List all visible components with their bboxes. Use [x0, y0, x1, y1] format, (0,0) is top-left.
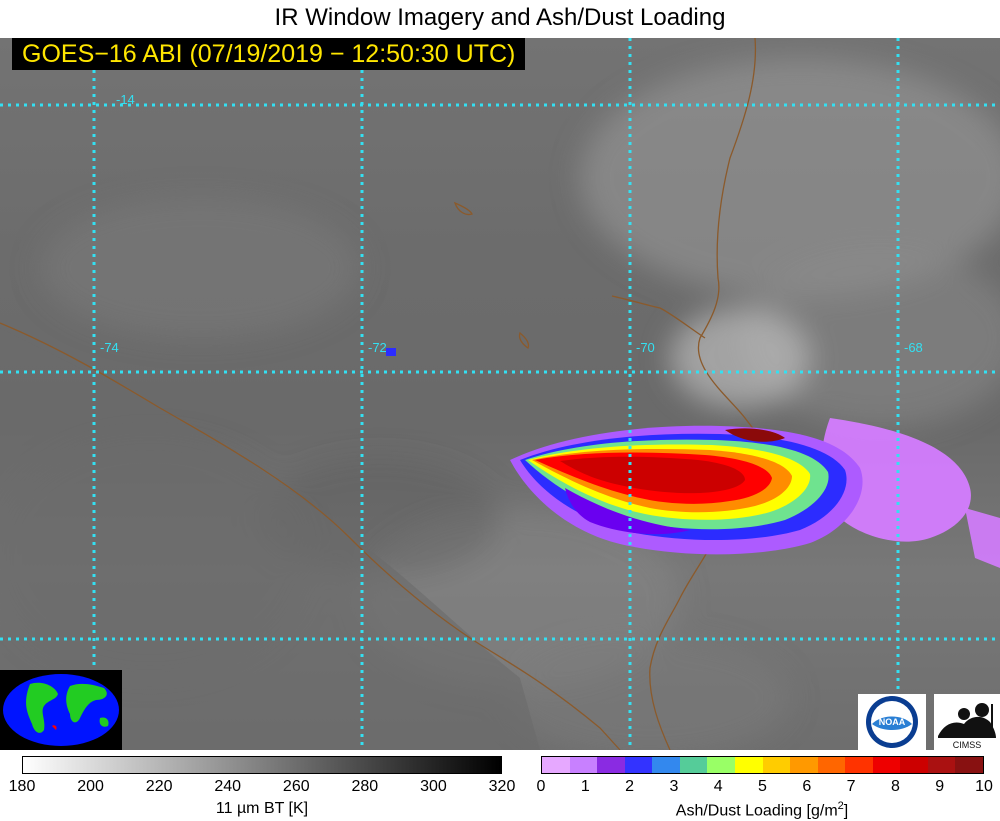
svg-text:CIMSS: CIMSS: [953, 740, 982, 750]
ash-colorbar-swatch: [817, 757, 846, 773]
ash-colorbar-swatch: [569, 757, 598, 773]
ash-colorbar-swatch: [542, 757, 570, 773]
ir-tick-label: 260: [282, 778, 310, 795]
ash-colorbar: [541, 756, 984, 774]
lon-label: -70: [636, 340, 655, 355]
ash-colorbar-swatch: [955, 757, 983, 773]
ash-colorbar-swatch: [762, 757, 791, 773]
lon-label: -68: [904, 340, 923, 355]
noaa-logo-icon: NOAA: [858, 694, 926, 750]
ash-tick-label: 0: [536, 778, 546, 795]
lat-label: -14: [116, 92, 135, 107]
ash-tick-label: 2: [625, 778, 635, 795]
ir-tick-label: 200: [77, 778, 104, 795]
svg-text:NOAA: NOAA: [879, 717, 906, 727]
graticule: [0, 38, 1000, 750]
ir-tick-label: 220: [145, 778, 173, 795]
ash-tick-label: 1: [580, 778, 590, 795]
ir-colorbar-label: 11 µm BT [K]: [215, 800, 309, 817]
ash-tick-label: 6: [802, 778, 812, 795]
ir-colorbar: [22, 756, 502, 774]
ash-colorbar-swatch: [679, 757, 708, 773]
ash-colorbar-swatch: [872, 757, 901, 773]
ash-tick-label: 4: [713, 778, 723, 795]
satellite-map: -14 -74 -72 -70 -68 GOES−16 ABI (07/19/2…: [0, 38, 1000, 750]
ash-colorbar-swatch: [707, 757, 735, 773]
ir-tick-label: 320: [488, 778, 516, 795]
ash-colorbar-swatch: [790, 757, 818, 773]
ash-plume: [510, 418, 1000, 568]
ir-tick-label: 280: [351, 778, 379, 795]
ir-tick-label: 300: [420, 778, 447, 795]
ash-tick-label: 3: [669, 778, 679, 795]
ash-colorbar-swatch: [652, 757, 680, 773]
ash-tick-label: 7: [846, 778, 856, 795]
ir-tick-label: 240: [214, 778, 242, 795]
ir-tick-label: 180: [8, 778, 36, 795]
ash-colorbar-swatch: [845, 757, 873, 773]
page-title: IR Window Imagery and Ash/Dust Loading: [274, 4, 726, 31]
small-ash-spot: [386, 348, 396, 356]
ash-tick-label: 9: [935, 778, 945, 795]
cimss-logo-icon: CIMSS: [934, 694, 1000, 750]
globe-icon: [0, 670, 122, 750]
ash-colorbar-swatch: [597, 757, 625, 773]
ash-colorbar-swatch: [624, 757, 653, 773]
timestamp-banner: GOES−16 ABI (07/19/2019 − 12:50:30 UTC): [12, 38, 526, 70]
ash-colorbar-label: Ash/Dust Loading [g/m2]: [675, 800, 849, 820]
ash-tick-label: 10: [975, 778, 993, 795]
ocean-region: [0, 328, 540, 750]
map-canvas: -14 -74 -72 -70 -68: [0, 38, 1000, 750]
lon-label: -74: [100, 340, 119, 355]
ash-tick-label: 5: [758, 778, 767, 795]
ash-colorbar-swatch: [734, 757, 763, 773]
ash-colorbar-swatch: [927, 757, 956, 773]
lon-label: -72: [368, 340, 387, 355]
ash-colorbar-swatch: [900, 757, 928, 773]
ash-tick-label: 8: [890, 778, 900, 795]
